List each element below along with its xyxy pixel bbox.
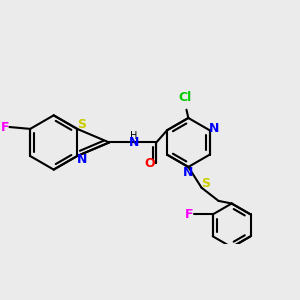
Text: H: H [130,131,137,141]
Text: N: N [209,122,219,135]
Text: N: N [128,136,139,149]
Text: S: S [77,118,86,131]
Text: F: F [185,208,193,221]
Text: S: S [201,177,210,190]
Text: N: N [76,153,87,166]
Text: O: O [145,157,155,170]
Text: N: N [183,166,194,179]
Text: F: F [1,121,9,134]
Text: Cl: Cl [178,91,191,104]
